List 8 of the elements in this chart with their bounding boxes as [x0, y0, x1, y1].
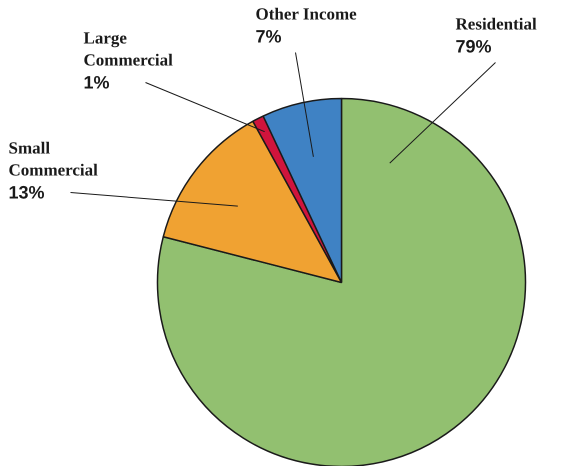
data-label: 79% — [456, 36, 492, 56]
data-label: 7% — [256, 26, 282, 46]
data-label: 13% — [8, 182, 45, 202]
slice-label: Large Commercial — [84, 28, 174, 70]
slice-label: Other Income — [256, 4, 358, 24]
slice-label: Residential — [456, 14, 537, 34]
slice-label: Small Commercial — [8, 138, 98, 180]
data-label: 1% — [84, 72, 110, 92]
